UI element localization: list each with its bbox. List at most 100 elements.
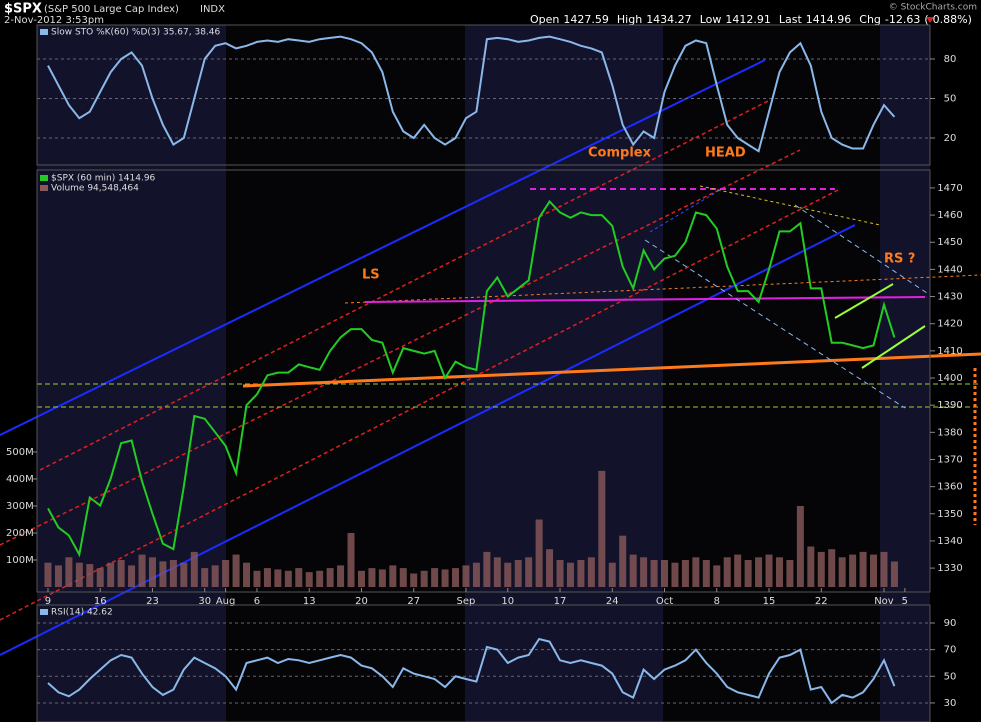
volume-bar (86, 564, 94, 588)
legend-label: Volume 94,548,464 (51, 184, 139, 194)
x-tick-label: 30 (198, 596, 211, 607)
volume-bar (619, 535, 627, 588)
x-tick-label: 6 (254, 596, 260, 607)
x-tick-label: Aug (216, 596, 236, 607)
x-tick-label: Oct (656, 596, 673, 607)
volume-bar (462, 565, 470, 588)
volume-bar (587, 557, 595, 588)
legend-label: RSI(14) 42.62 (51, 608, 113, 618)
volume-bar (295, 568, 303, 588)
volume-bar (734, 554, 742, 588)
y-tick-label: 1410 (937, 346, 962, 357)
exchange: INDX (200, 4, 225, 15)
y-tick-label: 1370 (937, 454, 962, 465)
volume-bar (483, 551, 491, 588)
volume-bar (410, 573, 418, 588)
down-arrow (926, 17, 934, 23)
symbol: $SPX (4, 2, 42, 17)
y-tick-label: 80 (944, 54, 957, 65)
quote-label: High (617, 13, 642, 26)
volume-bar (608, 562, 616, 588)
x-tick-label: 20 (355, 596, 368, 607)
volume-bar (347, 532, 355, 588)
quote-value: 1434.27 (646, 13, 692, 26)
volume-bar (661, 559, 669, 588)
volume-bar (598, 470, 606, 588)
volume-bar (368, 568, 376, 588)
series-line (47, 637, 896, 705)
volume-bar (452, 568, 460, 588)
volume-bar (431, 568, 439, 588)
background (37, 25, 930, 722)
volume-bar (807, 546, 815, 588)
volume-bar (201, 568, 209, 588)
quote-label: Last (779, 13, 803, 26)
y-tick-label: 1380 (937, 427, 962, 438)
quote-value: 1412.91 (725, 13, 771, 26)
y-tick-label: 90 (944, 618, 957, 629)
volume-bar (859, 551, 867, 588)
y-tick-label: 1460 (937, 210, 962, 221)
x-tick-label: 10 (501, 596, 514, 607)
volume-bar (44, 562, 52, 588)
legend-swatch (40, 185, 48, 191)
y-tick-label: 1400 (937, 373, 962, 384)
x-tick-label: 27 (407, 596, 420, 607)
volume-bar (671, 562, 679, 588)
volume-bar (880, 551, 888, 588)
x-tick-label: 15 (763, 596, 776, 607)
panel-border (36, 169, 931, 593)
quote-value: -12.63 (885, 13, 920, 26)
volume-bar (786, 559, 794, 588)
volume-bar (159, 561, 167, 588)
y-tick-label: 30 (944, 698, 957, 709)
series-line (47, 199, 896, 558)
x-tick-label: 5 (902, 596, 908, 607)
volume-bar (702, 559, 710, 588)
volume-bar (211, 565, 219, 588)
symbol-name: (S&P 500 Large Cap Index) (44, 4, 179, 15)
volume-bar (817, 551, 825, 588)
volume-bar (420, 570, 428, 588)
volume-bar (525, 557, 533, 588)
legend-label: $SPX (60 min) 1414.96 (51, 174, 156, 184)
quote-value: 1414.96 (806, 13, 852, 26)
volume-bar (755, 557, 763, 588)
quote-label: Chg (859, 13, 881, 26)
volume-bar (796, 505, 804, 588)
quote-change-pct: (-0.88%) (924, 13, 972, 26)
volume-bar (65, 557, 73, 588)
legend-swatch (40, 175, 48, 181)
volume-bar (640, 557, 648, 588)
trend-lines (0, 59, 981, 656)
panel-border (36, 604, 931, 722)
y2-tick-label: 300M (6, 501, 34, 512)
volume-bar (148, 557, 156, 588)
quote: Open 1427.59 High 1434.27 Low 1412.91 Last 1414… (530, 13, 972, 26)
annotation: HEAD (705, 146, 746, 161)
volume-bar (96, 568, 104, 588)
annotation: Complex (588, 146, 652, 161)
volume-bar (378, 569, 386, 588)
volume-bar (566, 562, 574, 588)
legend-label: Slow STO %K(60) %D(3) 35.67, 38.46 (51, 28, 221, 38)
x-tick-label: Nov (874, 596, 894, 607)
volume-bar (326, 568, 334, 588)
volume-bar (284, 570, 292, 588)
volume-bar (389, 565, 397, 588)
volume-bar (128, 565, 136, 588)
annotation: LS (362, 268, 380, 283)
volume-bar (775, 557, 783, 588)
x-tick-label: Sep (457, 596, 476, 607)
panel-border (36, 24, 931, 166)
y2-tick-label: 100M (6, 555, 34, 566)
quote-label: Low (700, 13, 722, 26)
volume-bar (629, 554, 637, 588)
volume-bar (274, 569, 282, 588)
volume-bar (253, 570, 261, 588)
x-tick-label: 13 (303, 596, 316, 607)
legend-swatch (40, 609, 48, 615)
y-tick-label: 50 (944, 671, 957, 682)
volume-bar (472, 562, 480, 588)
